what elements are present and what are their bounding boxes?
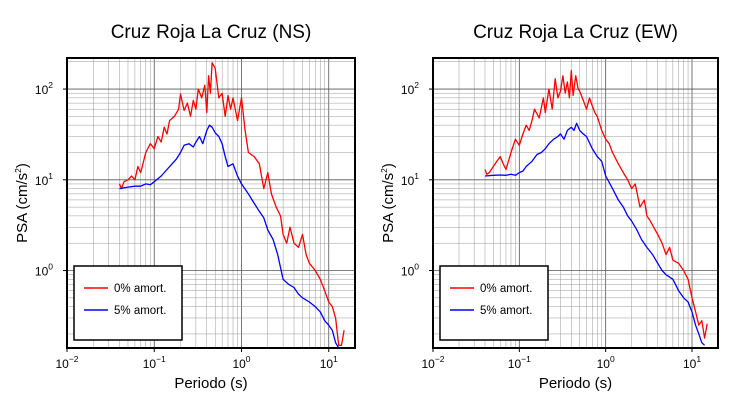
- chart-panel-ew: 10−2 10−1 100 101 100 101 102 Cruz Roja La Cruz…: [379, 22, 719, 392]
- x-axis-label: Periodo (s): [539, 375, 612, 392]
- y-tick-label: 102: [35, 80, 53, 97]
- y-tick-label: 100: [401, 262, 419, 279]
- series-line-damping-0: [484, 69, 708, 339]
- series-line-damping-5: [119, 124, 340, 349]
- legend-label-damping-5: 5% amort.: [114, 305, 166, 317]
- chart-panel-ns: 10−2 10−1 100 101 100 101 102 Cruz Roja La Cruz…: [13, 22, 356, 392]
- y-tick-label: 101: [35, 171, 53, 188]
- plot-frame: [432, 57, 719, 349]
- x-tick-label: 100: [597, 354, 615, 371]
- x-axis-label: Periodo (s): [174, 375, 247, 392]
- plot-frame: [66, 57, 356, 349]
- legend: 0% amort. 5% amort.: [439, 265, 549, 341]
- y-axis-label: PSA (cm/s2): [13, 163, 31, 243]
- chart-title: Cruz Roja La Cruz (NS): [111, 22, 312, 43]
- x-tick-label: 101: [683, 354, 701, 371]
- y-axis-label: PSA (cm/s2): [379, 163, 397, 243]
- legend-label-damping-5: 5% amort.: [480, 305, 532, 317]
- series-line-damping-5: [484, 122, 706, 346]
- x-tick-label: 10−1: [143, 354, 166, 371]
- x-tick-label: 101: [320, 354, 338, 371]
- y-tick-label: 100: [35, 262, 53, 279]
- y-tick-label: 101: [401, 171, 419, 188]
- legend-label-damping-0: 0% amort.: [480, 283, 532, 295]
- chart-title: Cruz Roja La Cruz (EW): [473, 22, 678, 43]
- legend-label-damping-0: 0% amort.: [114, 283, 166, 295]
- x-tick-label: 10−2: [55, 354, 78, 371]
- legend-box: [73, 265, 183, 341]
- x-tick-label: 10−2: [421, 354, 444, 371]
- legend-box: [439, 265, 549, 341]
- x-tick-label: 100: [232, 354, 250, 371]
- x-tick-label: 10−1: [508, 354, 531, 371]
- legend: 0% amort. 5% amort.: [73, 265, 183, 341]
- y-tick-label: 102: [401, 80, 419, 97]
- series-line-damping-0: [118, 62, 345, 346]
